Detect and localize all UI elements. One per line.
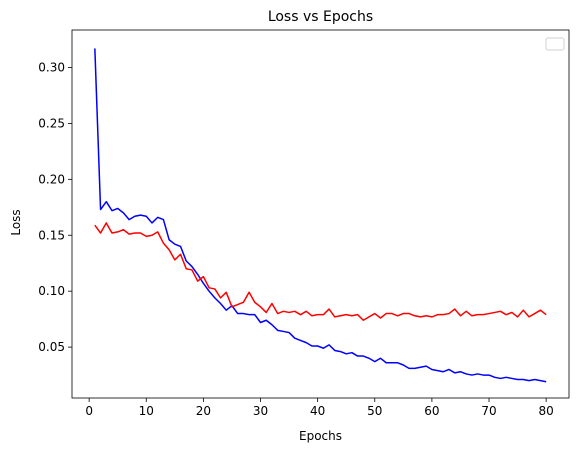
series-line-1 <box>94 48 547 383</box>
axes-frame <box>71 29 570 399</box>
x-tick-label: 20 <box>196 404 211 418</box>
series-layer <box>94 48 547 383</box>
x-tick-label: 0 <box>85 404 93 418</box>
y-axis: 0.05 0.10 0.15 0.20 0.25 0.30 <box>38 60 72 354</box>
y-tick-label: 0.05 <box>38 340 65 354</box>
y-tick-label: 0.20 <box>38 172 65 186</box>
y-axis-title: Loss <box>9 209 23 235</box>
x-tick-label: 80 <box>539 404 554 418</box>
legend-box <box>545 37 565 51</box>
x-tick-label: 60 <box>424 404 439 418</box>
plot-area <box>71 29 570 399</box>
x-tick-label: 50 <box>367 404 382 418</box>
y-tick-label: 0.15 <box>38 228 65 242</box>
y-tick-label: 0.10 <box>38 284 65 298</box>
x-axis: 0 10 20 30 40 50 60 70 80 <box>85 398 554 418</box>
x-axis-title: Epochs <box>299 429 342 443</box>
y-tick-label: 0.25 <box>38 116 65 130</box>
y-tick-label: 0.30 <box>38 60 65 74</box>
x-tick-label: 40 <box>310 404 325 418</box>
series-line-2 <box>94 222 547 322</box>
x-tick-label: 70 <box>481 404 496 418</box>
chart-title: Loss vs Epochs <box>268 9 373 25</box>
x-tick-label: 30 <box>253 404 268 418</box>
x-tick-label: 10 <box>139 404 154 418</box>
